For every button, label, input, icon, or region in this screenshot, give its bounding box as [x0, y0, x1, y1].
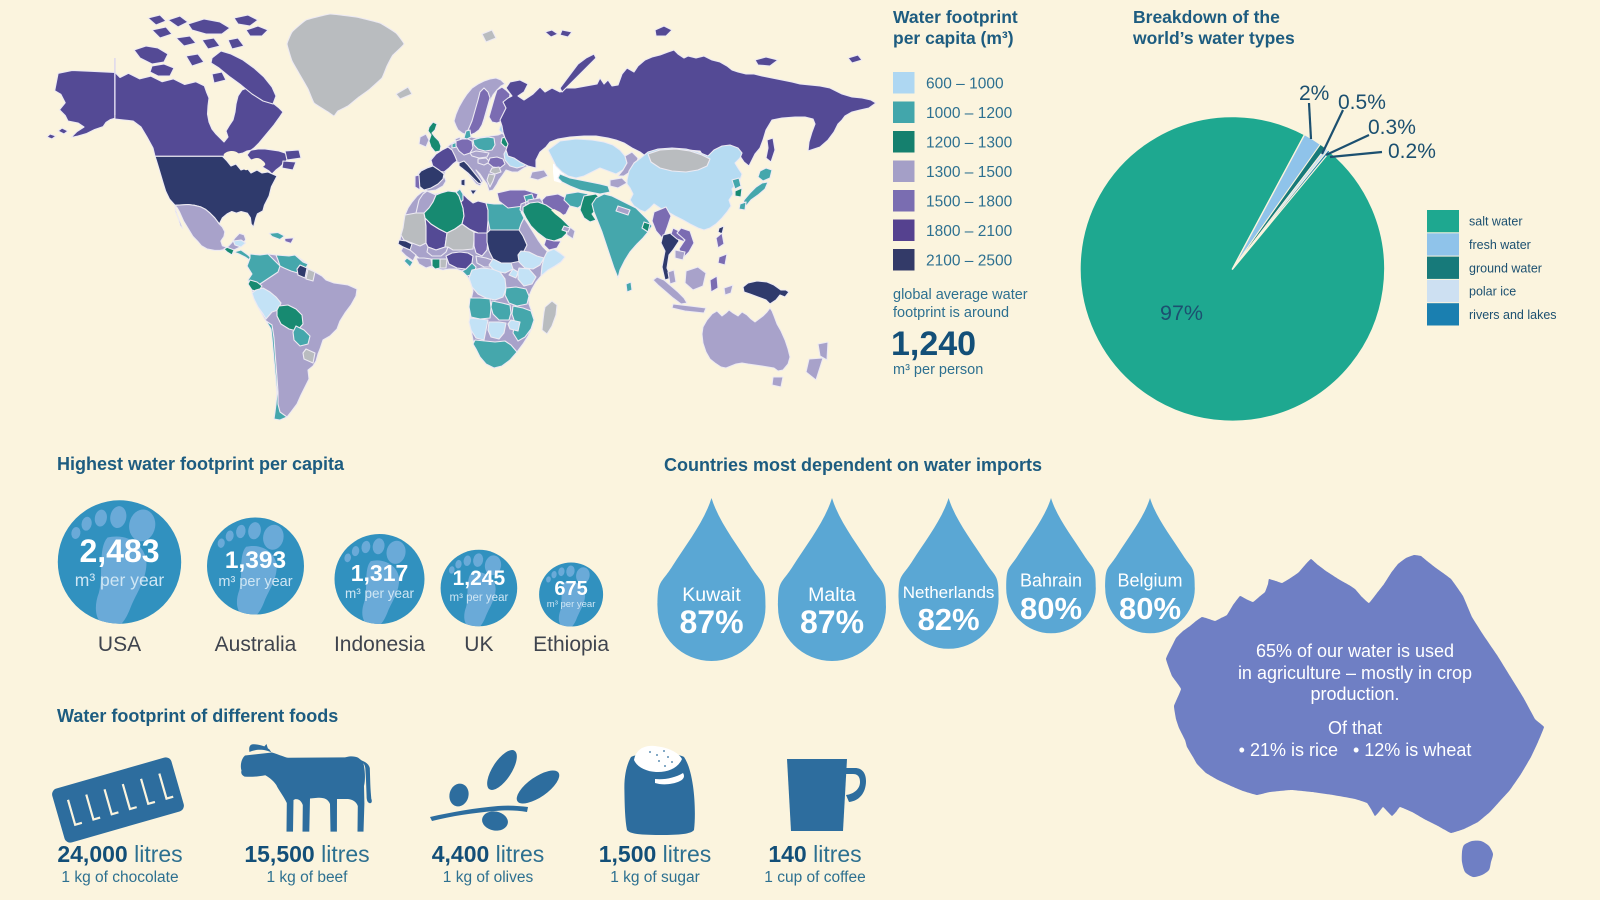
- svg-text:1800 – 2100: 1800 – 2100: [926, 223, 1013, 240]
- svg-text:footprint is around: footprint is around: [893, 305, 1009, 321]
- svg-text:Belgium: Belgium: [1117, 571, 1182, 591]
- svg-text:Bahrain: Bahrain: [1020, 571, 1082, 591]
- svg-text:1 kg of olives: 1 kg of olives: [443, 869, 534, 886]
- svg-text:Water footprint: Water footprint: [893, 7, 1018, 27]
- svg-text:15,500 litres: 15,500 litres: [244, 841, 369, 867]
- svg-text:m³ per year: m³ per year: [547, 599, 596, 610]
- svg-text:82%: 82%: [918, 602, 980, 637]
- svg-text:97%: 97%: [1160, 301, 1203, 325]
- svg-text:in agriculture – mostly in cro: in agriculture – mostly in crop: [1238, 663, 1472, 683]
- svg-text:600 – 1000: 600 – 1000: [926, 76, 1004, 93]
- svg-text:0.5%: 0.5%: [1338, 91, 1386, 114]
- svg-text:1,500 litres: 1,500 litres: [599, 841, 712, 867]
- svg-text:per capita (m³): per capita (m³): [893, 28, 1014, 48]
- svg-text:ground water: ground water: [1469, 261, 1542, 275]
- svg-text:salt water: salt water: [1469, 215, 1523, 229]
- svg-text:2%: 2%: [1299, 82, 1329, 105]
- svg-text:global average water: global average water: [893, 287, 1028, 303]
- svg-text:24,000 litres: 24,000 litres: [57, 841, 182, 867]
- svg-text:Water footprint of different f: Water footprint of different foods: [57, 706, 338, 726]
- svg-text:1 cup of coffee: 1 cup of coffee: [764, 869, 865, 886]
- svg-text:Australia: Australia: [215, 633, 297, 656]
- svg-text:1,240: 1,240: [891, 325, 976, 363]
- svg-text:2,483: 2,483: [79, 533, 159, 569]
- svg-text:2100 – 2500: 2100 – 2500: [926, 253, 1013, 270]
- svg-text:Netherlands: Netherlands: [903, 583, 995, 602]
- svg-text:80%: 80%: [1119, 591, 1181, 626]
- svg-text:1 kg of beef: 1 kg of beef: [266, 869, 348, 886]
- svg-text:fresh water: fresh water: [1469, 238, 1531, 252]
- svg-text:1300 – 1500: 1300 – 1500: [926, 164, 1013, 181]
- svg-text:87%: 87%: [679, 604, 743, 640]
- svg-text:1 kg of chocolate: 1 kg of chocolate: [61, 869, 178, 886]
- svg-text:Ethiopia: Ethiopia: [533, 633, 609, 656]
- svg-text:Of that: Of that: [1328, 718, 1382, 738]
- svg-text:m³ per year: m³ per year: [345, 586, 415, 601]
- svg-text:1,393: 1,393: [225, 547, 286, 574]
- svg-text:Breakdown of the: Breakdown of the: [1133, 7, 1280, 27]
- svg-text:80%: 80%: [1020, 591, 1082, 626]
- svg-text:m³ per year: m³ per year: [450, 592, 509, 604]
- svg-text:rivers and lakes: rivers and lakes: [1469, 308, 1557, 322]
- svg-text:Countries most dependent on wa: Countries most dependent on water import…: [664, 455, 1042, 475]
- svg-text:1000 – 1200: 1000 – 1200: [926, 105, 1013, 122]
- svg-text:65% of our water is used: 65% of our water is used: [1256, 641, 1454, 661]
- svg-text:140 litres: 140 litres: [768, 841, 861, 867]
- svg-text:Kuwait: Kuwait: [682, 584, 741, 606]
- svg-text:0.3%: 0.3%: [1368, 116, 1416, 139]
- svg-text:Highest water footprint per ca: Highest water footprint per capita: [57, 454, 345, 474]
- svg-text:4,400 litres: 4,400 litres: [432, 841, 545, 867]
- svg-text:world’s water types: world’s water types: [1132, 28, 1295, 48]
- svg-text:m³ per person: m³ per person: [893, 362, 983, 378]
- svg-text:675: 675: [554, 578, 587, 600]
- svg-text:production.: production.: [1310, 684, 1399, 704]
- svg-text:1,245: 1,245: [453, 567, 506, 590]
- svg-text:m³ per year: m³ per year: [218, 574, 292, 590]
- svg-text:1500 – 1800: 1500 – 1800: [926, 194, 1013, 211]
- svg-text:UK: UK: [464, 633, 493, 656]
- svg-text:87%: 87%: [800, 604, 864, 640]
- svg-text:1200 – 1300: 1200 – 1300: [926, 135, 1013, 152]
- svg-text:1,317: 1,317: [351, 560, 409, 586]
- svg-text:• 21% is rice • 12% is wheat: • 21% is rice • 12% is wheat: [1239, 740, 1472, 760]
- svg-text:1 kg of sugar: 1 kg of sugar: [610, 869, 700, 886]
- svg-text:0.2%: 0.2%: [1388, 140, 1436, 163]
- svg-text:m³ per year: m³ per year: [75, 570, 165, 590]
- svg-text:USA: USA: [98, 633, 141, 656]
- svg-text:polar ice: polar ice: [1469, 285, 1516, 299]
- svg-text:Malta: Malta: [808, 584, 856, 606]
- svg-text:Indonesia: Indonesia: [334, 633, 425, 656]
